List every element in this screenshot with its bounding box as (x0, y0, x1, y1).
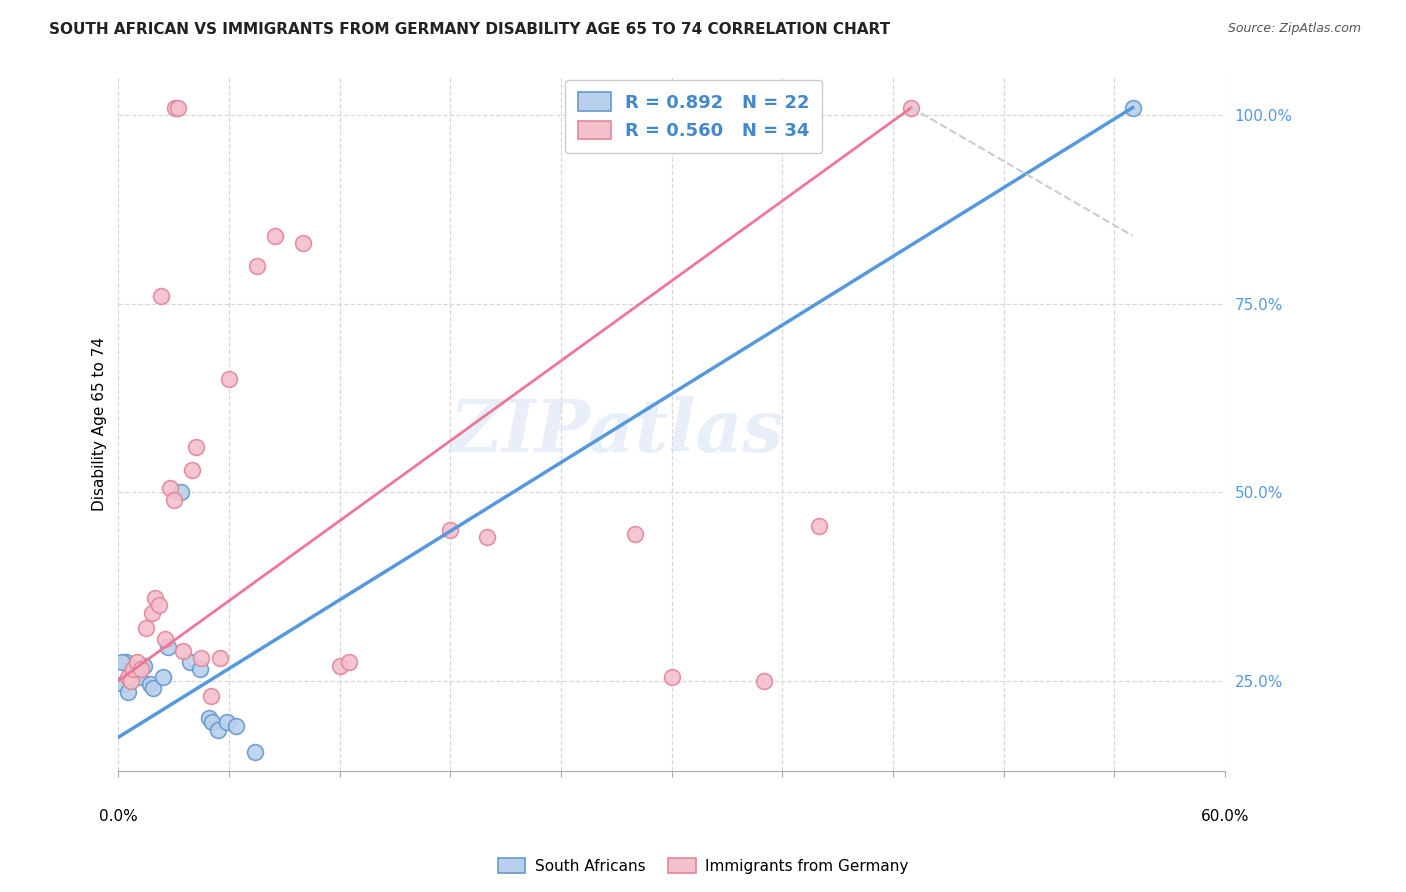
Text: 60.0%: 60.0% (1201, 809, 1249, 824)
Point (752, 673, 775, 688)
Point (163, 101, 186, 115)
Point (217, 715, 239, 730)
Text: SOUTH AFRICAN VS IMMIGRANTS FROM GERMANY DISABILITY AGE 65 TO 74 CORRELATION CHA: SOUTH AFRICAN VS IMMIGRANTS FROM GERMANY… (49, 22, 890, 37)
Point (198, 711, 221, 725)
Point (623, 526, 645, 541)
Point (661, 670, 683, 684)
Point (125, 655, 148, 669)
Point (181, 462, 204, 476)
Point (128, 670, 150, 684)
Point (117, 685, 139, 699)
Point (439, 523, 461, 537)
Point (188, 662, 211, 676)
Point (246, 259, 269, 273)
Point (291, 236, 314, 251)
Point (143, 591, 166, 605)
Point (141, 606, 163, 620)
Point (184, 440, 207, 454)
Point (172, 643, 194, 657)
Point (329, 658, 352, 673)
Legend: South Africans, Immigrants from Germany: South Africans, Immigrants from Germany (492, 852, 914, 880)
Point (120, 673, 142, 688)
Point (808, 519, 831, 533)
Point (159, 482, 181, 496)
Point (112, 677, 135, 691)
Point (218, 372, 240, 386)
Point (129, 662, 152, 676)
Point (152, 670, 174, 684)
Point (122, 662, 145, 676)
Point (135, 621, 157, 635)
Legend: R = 0.892   N = 22, R = 0.560   N = 34: R = 0.892 N = 22, R = 0.560 N = 34 (565, 79, 823, 153)
Y-axis label: Disability Age 65 to 74: Disability Age 65 to 74 (93, 337, 107, 511)
Point (201, 715, 224, 730)
Point (200, 689, 222, 703)
Point (111, 655, 134, 669)
Point (207, 723, 229, 737)
Point (134, 658, 156, 673)
Point (337, 655, 360, 669)
Point (114, 655, 136, 669)
Point (167, 101, 190, 115)
Text: 0.0%: 0.0% (98, 809, 138, 824)
Point (120, 662, 142, 676)
Point (208, 651, 231, 665)
Point (179, 655, 201, 669)
Point (1122, 101, 1144, 115)
Point (124, 666, 146, 681)
Point (142, 681, 165, 696)
Point (153, 632, 176, 647)
Point (163, 492, 186, 507)
Text: ZIPatlas: ZIPatlas (450, 396, 783, 467)
Text: Source: ZipAtlas.com: Source: ZipAtlas.com (1227, 22, 1361, 36)
Point (264, 228, 287, 243)
Point (243, 745, 266, 759)
Point (477, 530, 499, 544)
Point (170, 485, 193, 500)
Point (148, 599, 170, 613)
Point (225, 719, 247, 733)
Point (117, 670, 139, 684)
Point (157, 640, 180, 654)
Point (900, 101, 922, 115)
Point (149, 289, 172, 303)
Point (190, 651, 212, 665)
Point (139, 677, 162, 691)
